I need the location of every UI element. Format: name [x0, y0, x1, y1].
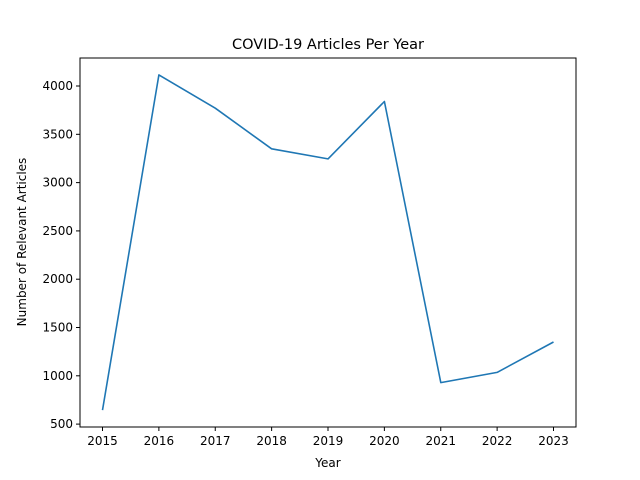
x-tick-label-2017: 2017: [200, 434, 231, 448]
x-tick-label-2022: 2022: [482, 434, 513, 448]
y-tick-label-3500: 3500: [42, 127, 73, 141]
x-tick-label-2023: 2023: [538, 434, 569, 448]
y-axis-label: Number of Relevant Articles: [15, 158, 29, 327]
x-tick-label-2018: 2018: [256, 434, 287, 448]
y-tick-label-2500: 2500: [42, 224, 73, 238]
x-tick-label-2019: 2019: [313, 434, 344, 448]
x-tick-label-2021: 2021: [425, 434, 456, 448]
y-tick-label-2000: 2000: [42, 272, 73, 286]
x-tick-label-2020: 2020: [369, 434, 400, 448]
y-tick-label-1500: 1500: [42, 321, 73, 335]
x-axis-label: Year: [314, 456, 340, 470]
series-line-0: [101, 74, 554, 411]
x-tick-label-2015: 2015: [87, 434, 118, 448]
y-tick-label-3000: 3000: [42, 176, 73, 190]
plot-area: 2015 2016 2017 2018 2019 2020 2021 2022 2023 500 1…: [42, 74, 569, 448]
y-tick-label-4000: 4000: [42, 79, 73, 93]
x-tick-label-2016: 2016: [144, 434, 175, 448]
y-tick-label-1000: 1000: [42, 369, 73, 383]
chart-title: COVID-19 Articles Per Year: [232, 37, 424, 53]
y-tick-label-500: 500: [50, 417, 73, 431]
plot-frame: [79, 57, 577, 428]
